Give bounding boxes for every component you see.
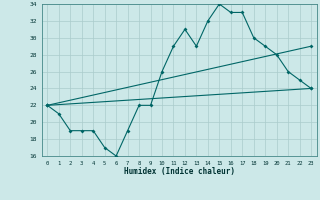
X-axis label: Humidex (Indice chaleur): Humidex (Indice chaleur) xyxy=(124,167,235,176)
